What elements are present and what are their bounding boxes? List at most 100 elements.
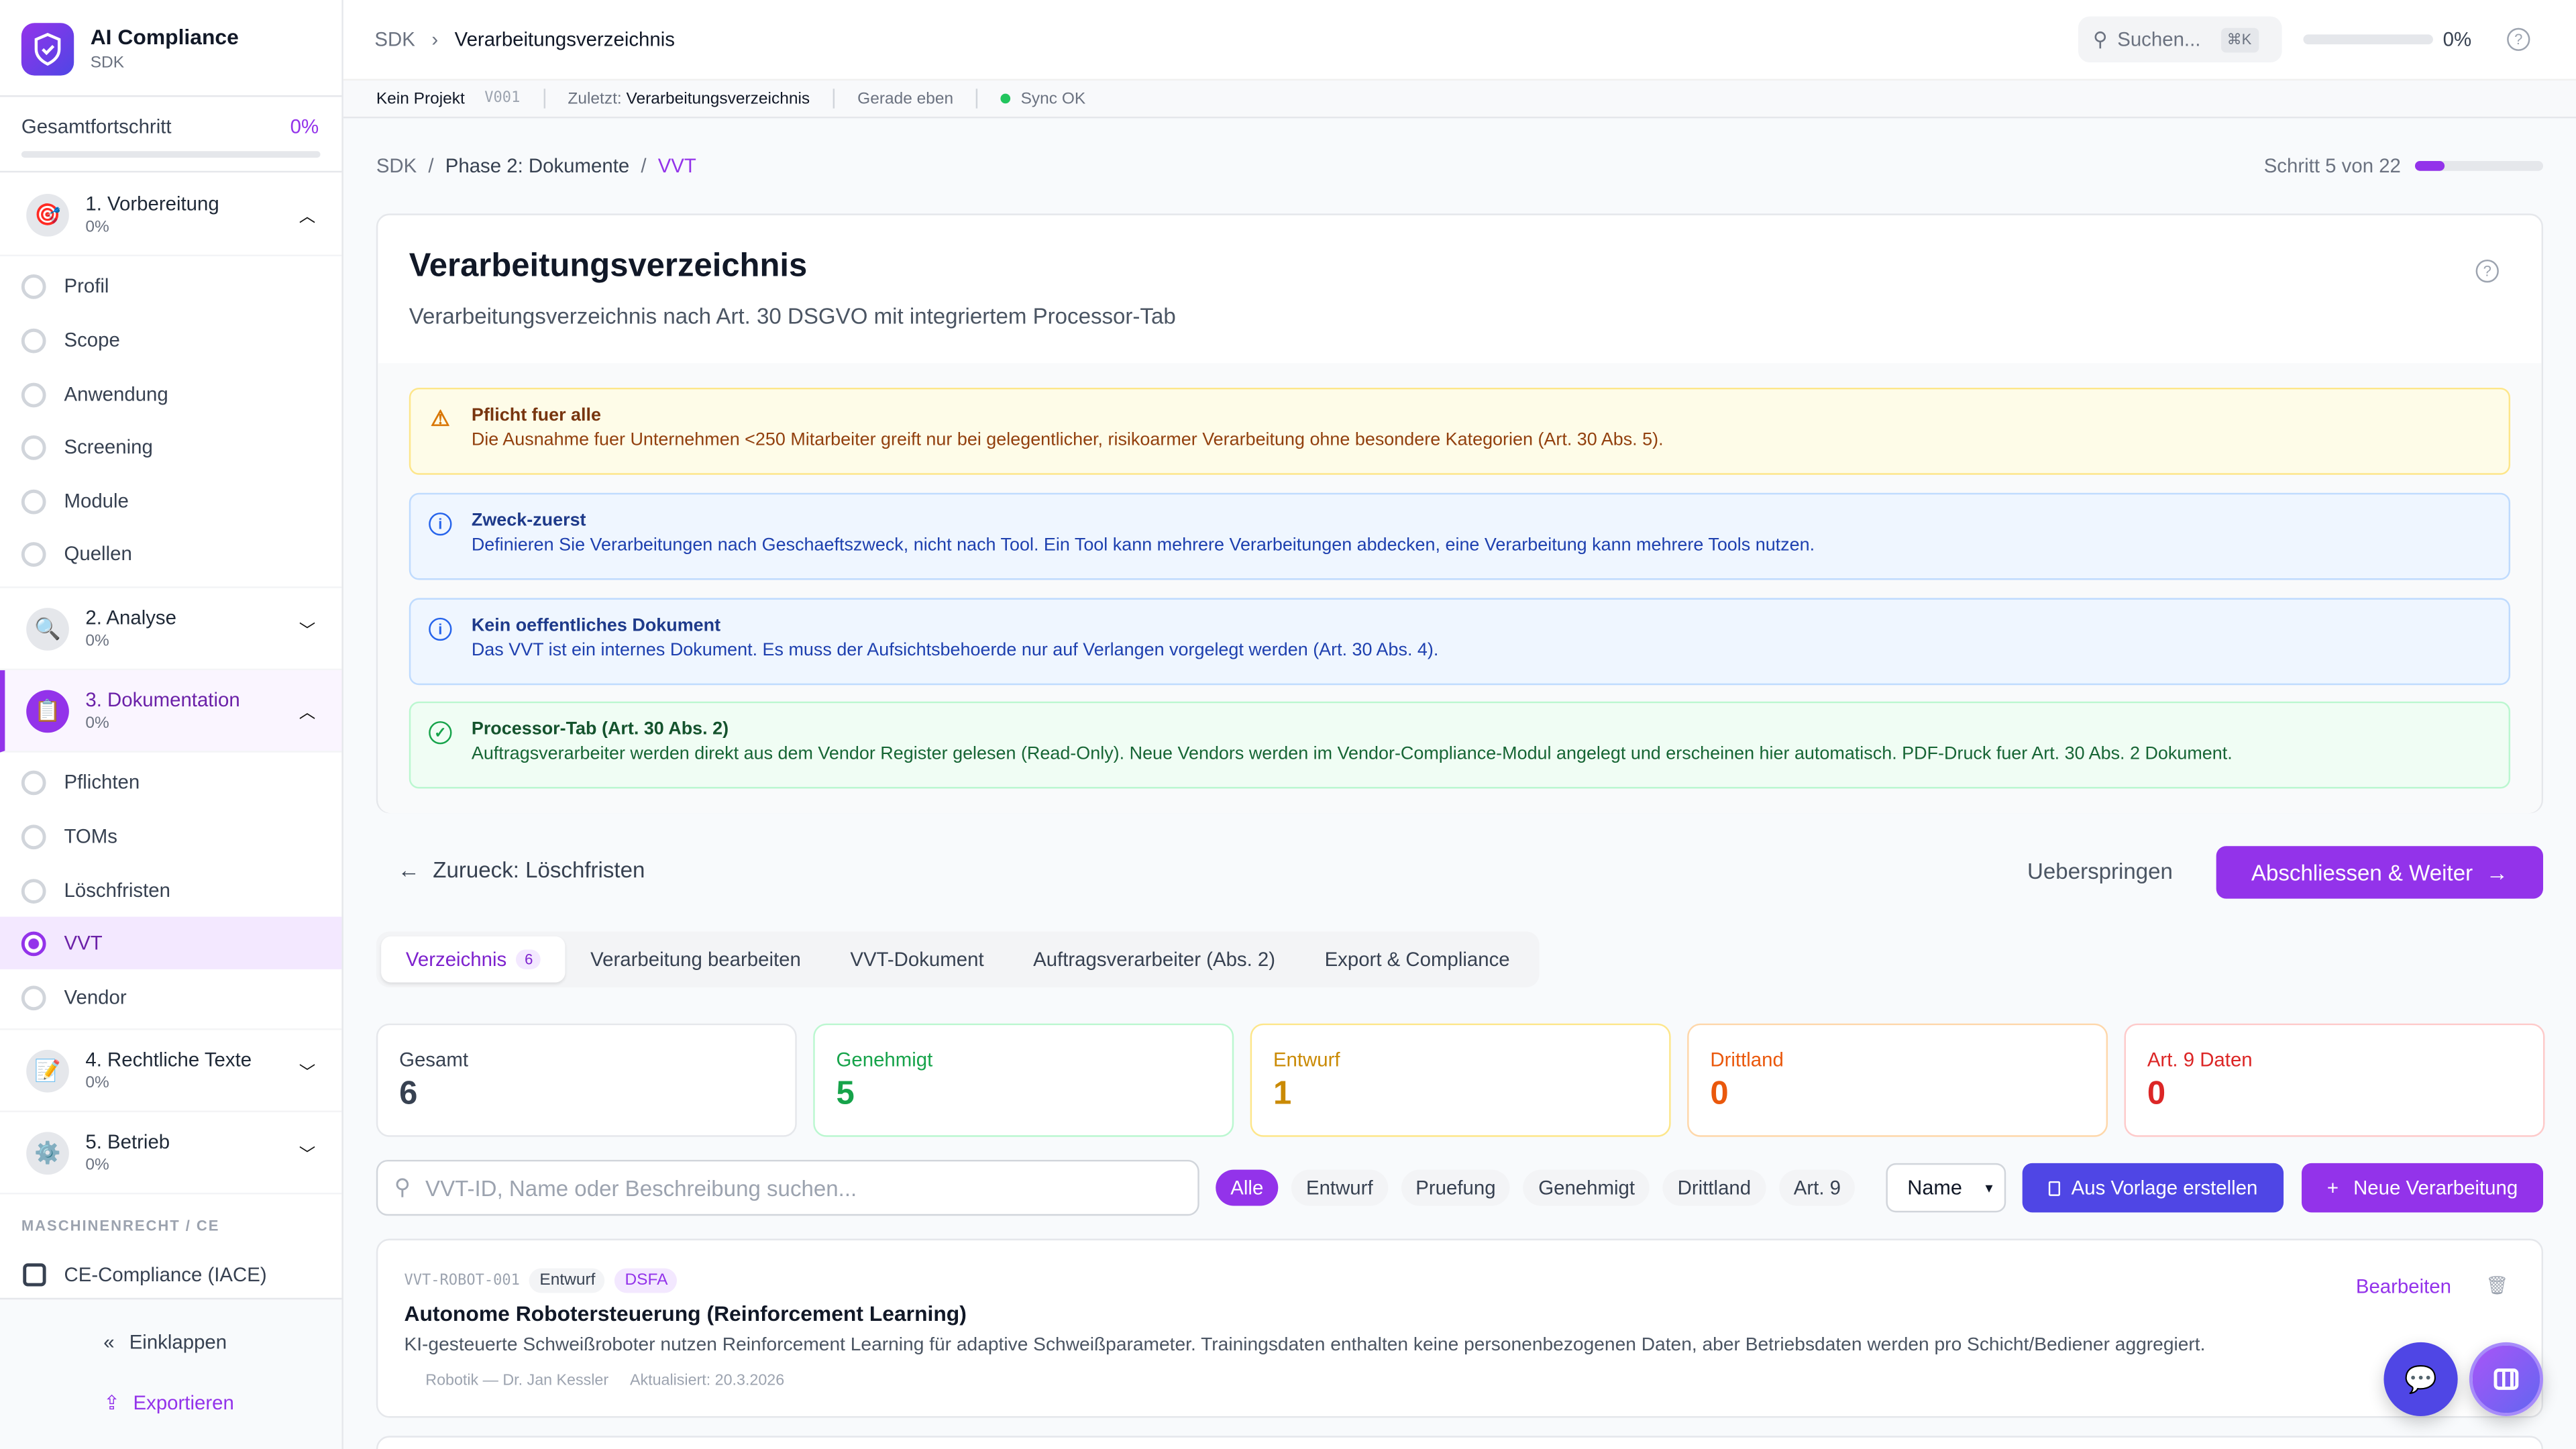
tab-auftragsverarbeiter[interactable]: Auftragsverarbeiter (Abs. 2) xyxy=(1033,948,1276,971)
phase-percent: 0% xyxy=(85,218,109,237)
phase-betrieb[interactable]: ⚙️ 5. Betrieb 0% ﹀ xyxy=(0,1112,342,1195)
phase-dokumentation[interactable]: 📋 3. Dokumentation 0% ︿ xyxy=(0,670,342,753)
chat-button[interactable]: 💬 xyxy=(2383,1342,2458,1417)
filter-entwurf[interactable]: Entwurf xyxy=(1291,1169,1388,1206)
chevron-up-icon: ︿ xyxy=(299,209,316,227)
step-label: Quellen xyxy=(64,542,132,566)
step-vendor[interactable]: Vendor xyxy=(0,971,341,1023)
skip-button[interactable]: Ueberspringen xyxy=(2027,859,2173,884)
nav-ce-compliance[interactable]: CE-Compliance (IACE) xyxy=(0,1248,341,1301)
page-subtitle: Verarbeitungsverzeichnis nach Art. 30 DS… xyxy=(409,304,1176,329)
step-profil[interactable]: Profil xyxy=(0,260,341,312)
filter-alle[interactable]: Alle xyxy=(1216,1169,1279,1206)
step-label: Anwendung xyxy=(64,382,168,406)
chevron-down-icon: ﹀ xyxy=(299,623,316,641)
item-owner: Robotik — Dr. Jan Kessler xyxy=(425,1371,609,1390)
new-processing-button[interactable]: + Neue Verarbeitung xyxy=(2302,1163,2544,1213)
warning-icon: ⚠ xyxy=(431,405,450,431)
list-item[interactable]: VVT-ROBOT-001 Entwurf DSFA Autonome Robo… xyxy=(376,1238,2544,1418)
magnifier-icon: 🔍 xyxy=(26,606,69,650)
nav-label: CE-Compliance (IACE) xyxy=(64,1263,267,1287)
step-label: Scope xyxy=(64,328,120,352)
export-label: Exportieren xyxy=(133,1391,234,1415)
target-icon: 🎯 xyxy=(26,193,69,236)
document-icon xyxy=(2048,1180,2060,1195)
sort-select[interactable]: Name ▾ xyxy=(1886,1163,2006,1213)
vvt-search-input[interactable]: ⚲ VVT-ID, Name oder Beschreibung suchen.… xyxy=(376,1159,1199,1216)
stat-art9: Art. 9 Daten 0 xyxy=(2124,1023,2545,1137)
gear-icon: ⚙️ xyxy=(26,1131,69,1174)
header-crumb-root[interactable]: SDK xyxy=(374,28,415,51)
stat-value: 0 xyxy=(1710,1076,1729,1112)
step-module[interactable]: Module xyxy=(0,475,341,527)
step-screening[interactable]: Screening xyxy=(0,421,341,473)
step-vvt[interactable]: VVT xyxy=(0,916,342,969)
step-anwendung[interactable]: Anwendung xyxy=(0,368,341,421)
tab-vvt-dokument[interactable]: VVT-Dokument xyxy=(850,948,984,971)
step-label: Profil xyxy=(64,274,109,298)
help-icon[interactable]: ? xyxy=(2507,28,2530,51)
search-placeholder: VVT-ID, Name oder Beschreibung suchen... xyxy=(425,1175,857,1200)
collapse-button[interactable]: « Einklappen xyxy=(103,1331,227,1354)
alert-text: Das VVT ist ein internes Dokument. Es mu… xyxy=(471,641,1439,661)
filter-genehmigt[interactable]: Genehmigt xyxy=(1523,1169,1650,1206)
step-label: VVT xyxy=(64,931,103,955)
stat-genehmigt: Genehmigt 5 xyxy=(813,1023,1234,1137)
step-label: Löschfristen xyxy=(64,879,170,902)
trash-icon[interactable]: 🗑 xyxy=(2485,1276,2509,1297)
template-button[interactable]: Aus Vorlage erstellen xyxy=(2022,1163,2284,1213)
phase-rechtliche-texte[interactable]: 📝 4. Rechtliche Texte 0% ﹀ xyxy=(0,1030,342,1112)
tab-export[interactable]: Export & Compliance xyxy=(1324,948,1510,971)
circle-icon xyxy=(21,488,46,514)
step-toms[interactable]: TOMs xyxy=(0,810,341,862)
crumb-current: VVT xyxy=(657,154,696,178)
help-icon[interactable]: ? xyxy=(2475,259,2499,283)
filter-pruefung[interactable]: Pruefung xyxy=(1401,1169,1511,1206)
phase-analyse[interactable]: 🔍 2. Analyse 0% ﹀ xyxy=(0,588,342,671)
saved-time: Gerade eben xyxy=(857,89,954,108)
phase-label: 3. Dokumentation xyxy=(85,688,240,712)
complete-next-button[interactable]: Abschliessen & Weiter → xyxy=(2216,846,2544,899)
tab-bearbeiten[interactable]: Verarbeitung bearbeiten xyxy=(590,948,801,971)
phase-vorbereitung[interactable]: 🎯 1. Vorbereitung 0% ︿ xyxy=(0,174,342,257)
sidebar: AI Compliance SDK Gesamtfortschritt 0% 🎯… xyxy=(0,0,343,1449)
edit-button[interactable]: Bearbeiten xyxy=(2355,1275,2451,1298)
alert-title: Kein oeffentliches Dokument xyxy=(471,616,721,636)
stat-value: 6 xyxy=(399,1076,418,1112)
alert-intern: i Kein oeffentliches Dokument Das VVT is… xyxy=(409,598,2511,686)
step-loeschfristen[interactable]: Löschfristen xyxy=(0,864,341,916)
stat-label: Gesamt xyxy=(399,1048,468,1071)
info-icon: i xyxy=(429,513,452,536)
tab-label: Verzeichnis xyxy=(405,948,507,971)
stat-value: 1 xyxy=(1273,1076,1292,1112)
back-button[interactable]: ← Zurueck: Löschfristen xyxy=(398,857,645,882)
circle-icon xyxy=(21,824,46,849)
list-item[interactable] xyxy=(376,1436,2544,1449)
collapse-label: Einklappen xyxy=(129,1330,227,1354)
next-label: Abschliessen & Weiter xyxy=(2251,860,2473,885)
chip-icon xyxy=(23,1263,46,1287)
stat-label: Drittland xyxy=(1710,1048,1784,1071)
circle-icon xyxy=(21,382,46,407)
export-button[interactable]: ⇪ Exportieren xyxy=(103,1391,234,1414)
last-value: Verarbeitungsverzeichnis xyxy=(626,89,810,108)
section-label: MASCHINENRECHT / CE xyxy=(21,1217,220,1234)
filter-art9[interactable]: Art. 9 xyxy=(1778,1169,1856,1206)
step-label: TOMs xyxy=(64,824,117,848)
clipboard-icon: 📋 xyxy=(26,689,69,733)
step-pflichten[interactable]: Pflichten xyxy=(0,756,341,808)
tab-verzeichnis[interactable]: Verzeichnis 6 xyxy=(381,936,566,983)
step-quellen[interactable]: Quellen xyxy=(0,527,341,580)
circle-icon xyxy=(21,434,46,460)
step-scope[interactable]: Scope xyxy=(0,314,341,366)
arrow-right-icon: → xyxy=(2485,860,2508,885)
step-label: Screening xyxy=(64,435,153,459)
phase-percent: 0% xyxy=(85,1074,109,1093)
phase-label: 4. Rechtliche Texte xyxy=(85,1048,252,1071)
sync-dot-icon xyxy=(1001,93,1011,104)
global-search[interactable]: ⚲ Suchen... ⌘K xyxy=(2078,16,2282,63)
crumb-sdk[interactable]: SDK xyxy=(376,154,417,178)
filter-drittland[interactable]: Drittland xyxy=(1662,1169,1766,1206)
columns-button[interactable] xyxy=(2469,1342,2544,1417)
crumb-phase[interactable]: Phase 2: Dokumente xyxy=(445,154,630,178)
